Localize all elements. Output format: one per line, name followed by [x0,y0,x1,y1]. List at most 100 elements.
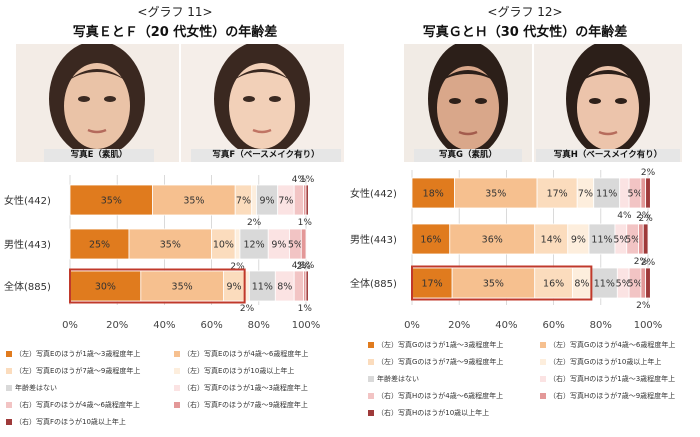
x-tick-label: 80% [590,320,612,331]
data-label: 17% [547,189,568,200]
data-label: 4% [292,261,307,271]
category-label: 全体(885) [350,277,397,290]
data-label: 9% [226,282,241,293]
legend-swatch [368,376,374,382]
legend-swatch [174,385,180,391]
right-chart-caption: <グラフ 12> [487,5,563,19]
bar-segment-L1 [69,228,130,260]
legend-swatch [540,342,546,348]
bar-segment-L2 [451,267,536,299]
legend-item: （左）写真Gのほうが1歳～3歳程度年上 [368,340,503,350]
bar-segment-R4 [645,267,651,299]
data-label: 2% [641,168,656,178]
right-legend: （左）写真Gのほうが1歳～3歳程度年上 （左）写真Gのほうが4歳～6歳程度年上 （左… [350,336,700,436]
legend-item: （右）写真Hのほうが10歳以上年上 [368,408,489,418]
legend-label: （右）写真Hのほうが7歳～9歳程度年上 [549,392,676,400]
bar-segment-R4 [305,270,309,302]
data-label: 2% [636,301,651,311]
bar-segment-L4 [234,228,241,260]
photo-h-label: 写真H（ベースメイク有り） [536,149,680,162]
legend-item: （右）写真Hのほうが1歳～3歳程度年上 [540,374,675,384]
legend-swatch [368,393,374,399]
photo-g-label: 写真G（素肌） [414,149,522,162]
data-label: 35% [160,240,181,251]
legend-label: （左）写真Gのほうが7歳～9歳程度年上 [377,358,504,366]
bar-segment-L1 [411,177,455,209]
bar-segment-L4 [251,184,257,216]
data-label: 1% [298,218,313,228]
data-label: 16% [420,235,441,246]
data-label: 16% [543,279,564,290]
legend-item: （左）写真Gのほうが4歳～6歳程度年上 [540,340,675,350]
legend-label: （右）写真Fのほうが10歳以上年上 [15,418,126,426]
legend-label: （左）写真Gのほうが10歳以上年上 [549,358,662,366]
data-label: 2% [247,218,262,228]
photo-g: 写真G（素肌） [404,44,532,162]
x-tick-label: 0% [62,320,78,331]
x-tick-label: 20% [448,320,470,331]
x-tick-label: 80% [248,320,270,331]
legend-item: （右）写真Fのほうが10歳以上年上 [6,417,126,427]
bar-segment-R4 [305,184,309,216]
legend-label: （左）写真Gのほうが4歳～6歳程度年上 [549,341,676,349]
legend-label: （左）写真Gのほうが1歳～3歳程度年上 [377,341,504,349]
legend-swatch [6,419,12,425]
bar-segment-R4 [645,177,651,209]
legend-item: （右）写真Hのほうが7歳～9歳程度年上 [540,391,675,401]
right-chart-title: 写真ＧとＨ（30 代女性）の年齢差 [422,25,628,40]
data-label: 2% [641,258,656,268]
data-label: 14% [541,235,562,246]
data-label: 4% [617,211,632,221]
x-tick-label: 60% [542,320,564,331]
bar-segment-R3 [300,228,307,260]
data-label: 1% [298,304,313,314]
data-label: 35% [172,282,193,293]
legend-swatch [6,351,12,357]
legend-swatch [540,359,546,365]
category-label: 男性(443) [350,233,397,246]
legend-swatch [6,368,12,374]
left-chart-caption: <グラフ 11> [137,5,213,19]
data-label: 36% [482,235,503,246]
data-label: 5% [616,279,631,290]
legend-label: （左）写真Eのほうが4歳～6歳程度年上 [183,350,309,358]
bar-segment-R4 [642,223,649,255]
data-label: 9% [260,196,275,207]
legend-item: 年齢差はない [368,374,419,384]
bar-segment-L2 [128,228,212,260]
bar-segment-L1 [69,270,142,302]
legend-swatch [540,393,546,399]
bar-segment-R3 [638,223,644,255]
legend-label: （右）写真Fのほうが4歳～6歳程度年上 [15,401,140,409]
data-label: 9% [271,240,286,251]
category-label: 全体(885) [4,280,51,293]
data-label: 2% [230,262,245,272]
data-label: 35% [483,279,504,290]
data-label: 1% [300,261,315,271]
photo-f-label: 写真F（ベースメイク有り） [191,149,341,162]
legend-label: （右）写真Fのほうが7歳～9歳程度年上 [183,401,308,409]
data-label: 7% [236,196,251,207]
data-label: 30% [95,282,116,293]
legend-label: （右）写真Hのほうが4歳～6歳程度年上 [377,392,504,400]
legend-swatch [368,342,374,348]
bar-segment-N [593,177,621,209]
legend-label: （左）写真Eのほうが10歳以上年上 [183,367,295,375]
legend-label: 年齢差はない [15,384,57,392]
data-label: 18% [423,189,444,200]
data-label: 4% [292,175,307,185]
legend-item: （右）写真Fのほうが4歳～6歳程度年上 [6,400,140,410]
legend-label: （右）写真Fのほうが1歳～3歳程度年上 [183,384,308,392]
legend-swatch [6,402,12,408]
legend-label: （左）写真Eのほうが7歳～9歳程度年上 [15,367,141,375]
data-label: 2% [296,262,311,272]
data-label: 35% [183,196,204,207]
legend-swatch [174,402,180,408]
legend-swatch [540,376,546,382]
data-label: 8% [574,279,589,290]
data-label: 17% [421,279,442,290]
face-illustration-h [534,44,682,162]
legend-label: （右）写真Hのほうが1歳～3歳程度年上 [549,375,676,383]
left-legend: （左）写真Eのほうが1歳～3歳程度年上 （左）写真Eのほうが4歳～6歳程度年上 （左… [0,343,350,437]
data-label: 2% [240,304,255,314]
